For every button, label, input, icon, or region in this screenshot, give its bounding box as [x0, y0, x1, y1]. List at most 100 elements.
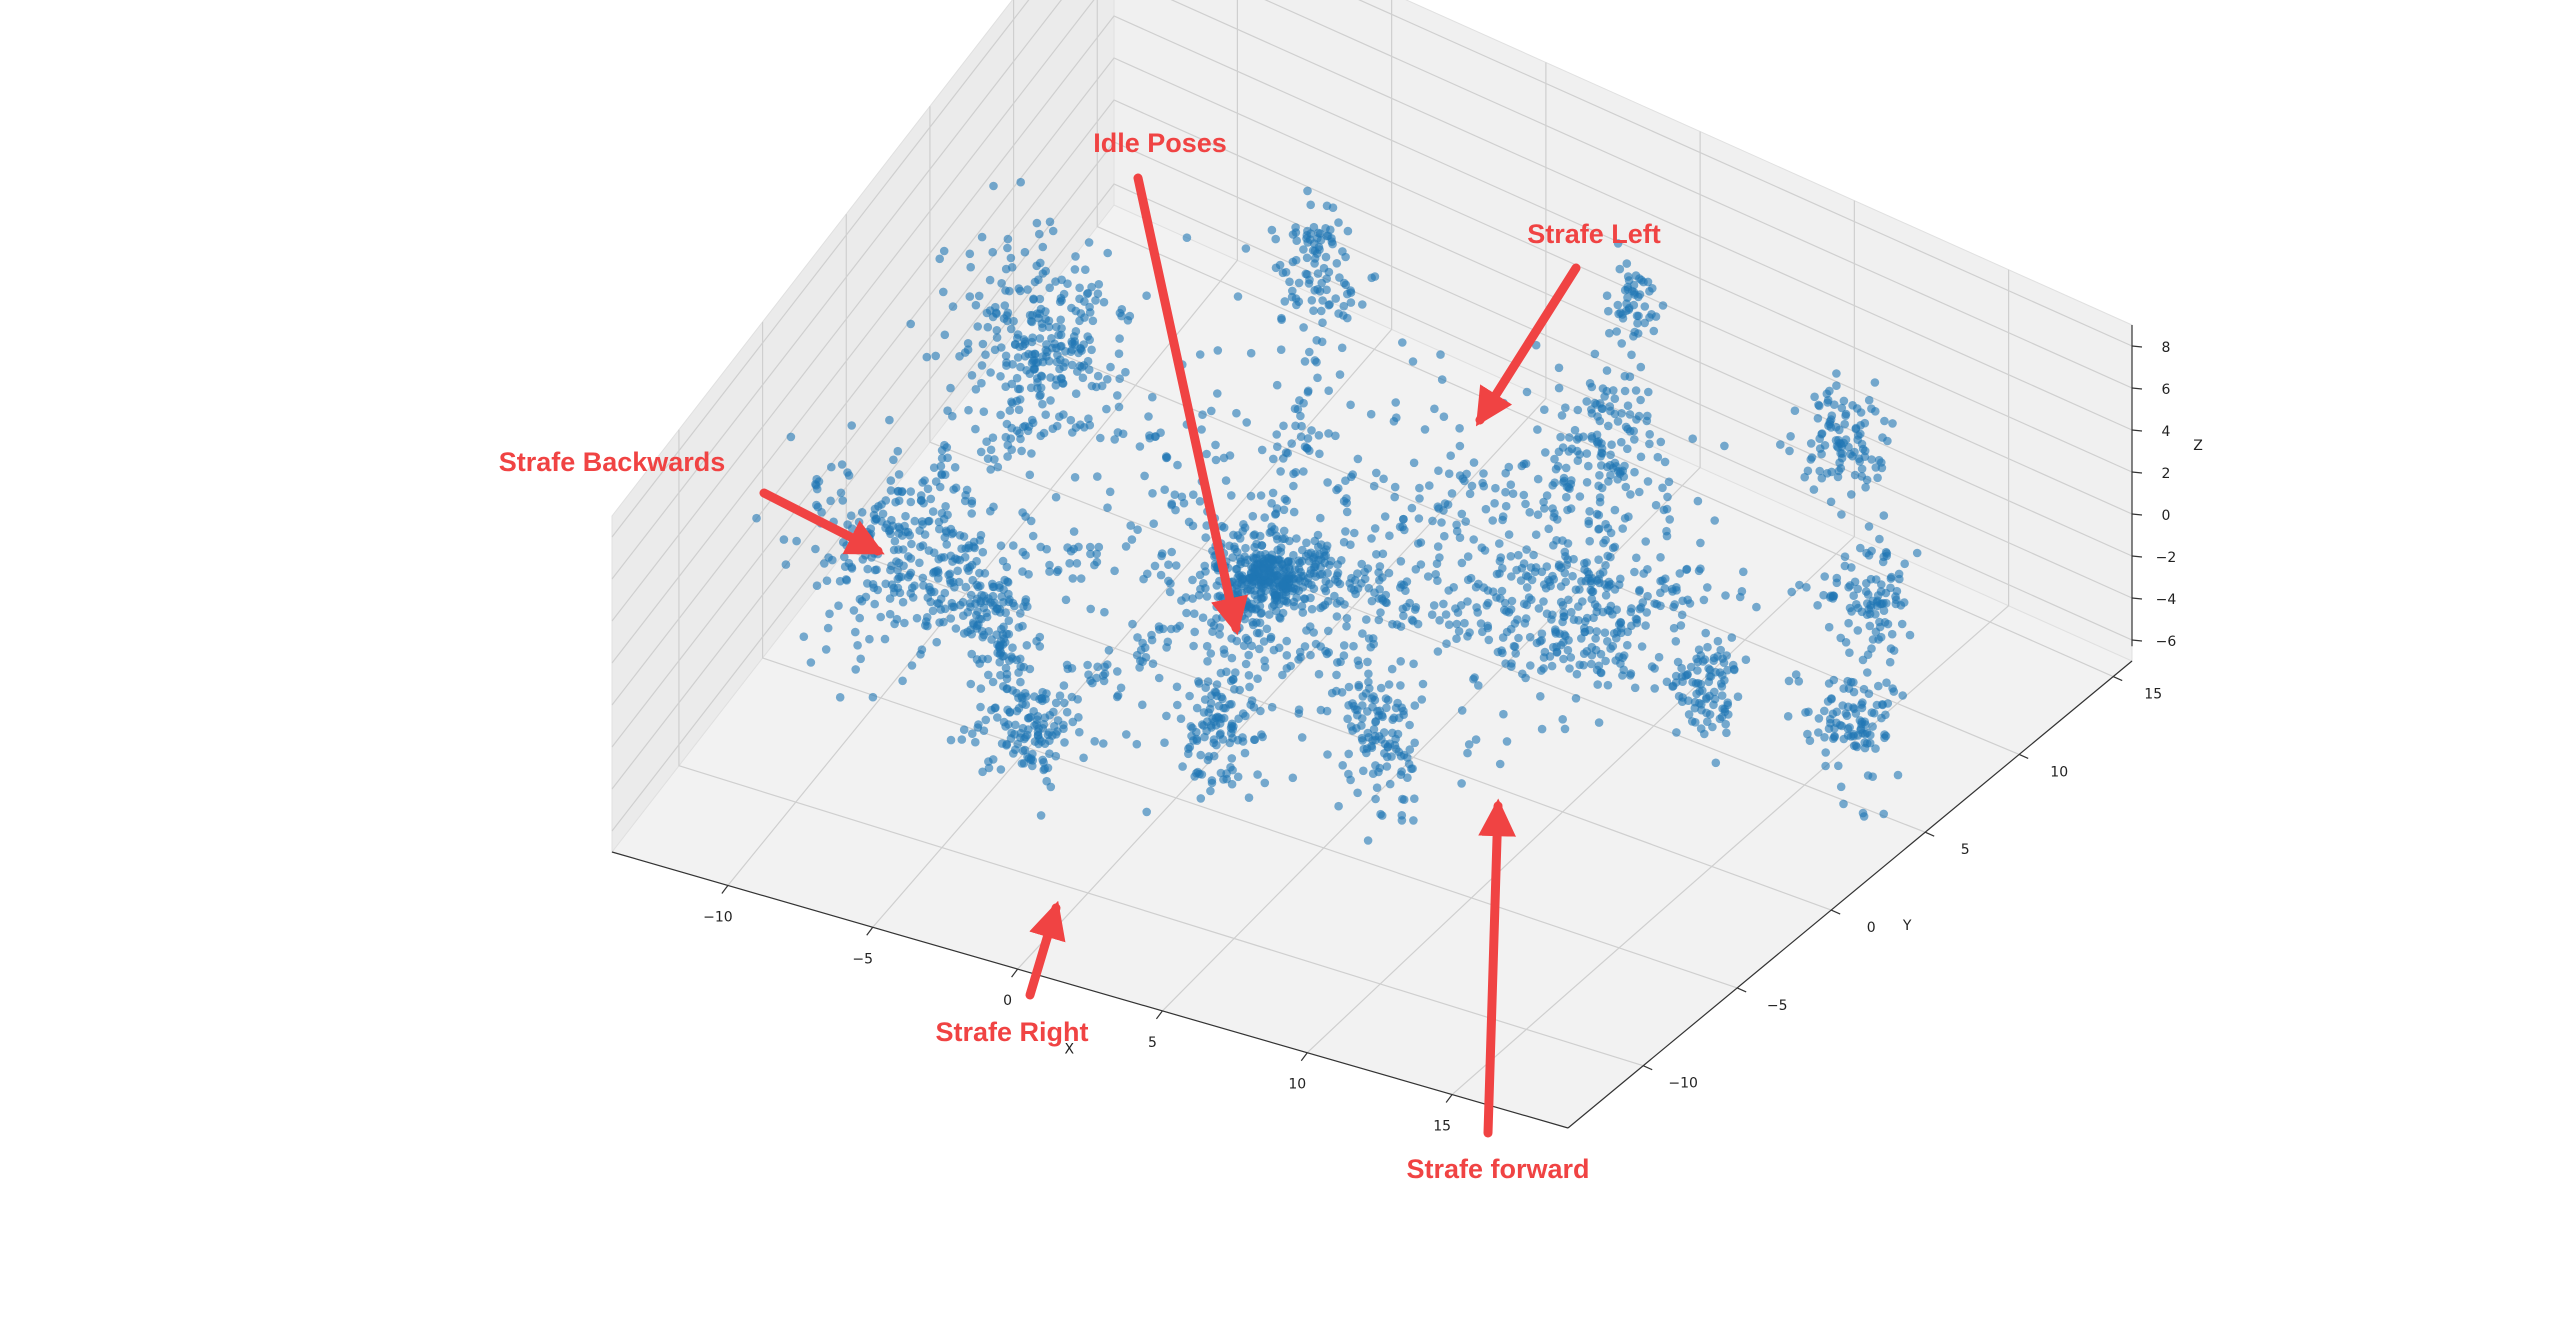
data-point [1176, 714, 1186, 723]
data-point [1051, 492, 1061, 502]
data-point [1597, 449, 1607, 458]
data-point [1526, 661, 1535, 670]
data-point [1075, 727, 1084, 737]
data-point [1820, 706, 1829, 716]
data-point [1358, 736, 1367, 745]
data-point [986, 465, 995, 474]
data-point [1465, 628, 1474, 637]
data-point [1572, 446, 1582, 456]
data-point [1691, 718, 1700, 727]
data-point [1783, 712, 1793, 721]
data-point [1507, 662, 1516, 671]
data-point [1603, 680, 1613, 690]
data-point [1212, 602, 1221, 612]
z-tick-label: 0 [2162, 508, 2171, 524]
data-point [1425, 481, 1434, 490]
data-point [1036, 258, 1045, 268]
data-point [1820, 733, 1829, 742]
data-point [1839, 684, 1848, 693]
data-point [1060, 698, 1069, 708]
data-point [1195, 570, 1205, 580]
data-point [950, 463, 960, 472]
data-point [978, 632, 987, 642]
data-point [1566, 653, 1576, 662]
data-point [1357, 559, 1366, 569]
data-point [951, 554, 960, 563]
data-point [812, 481, 821, 490]
data-point [1292, 236, 1301, 245]
z-tick-mark [2131, 471, 2143, 474]
data-point [1408, 616, 1418, 626]
data-point [906, 319, 915, 329]
data-point [1629, 280, 1639, 290]
data-point [1363, 728, 1373, 738]
data-point [1257, 541, 1267, 550]
data-point [1656, 437, 1666, 447]
data-point [1881, 547, 1891, 557]
data-point [1587, 432, 1596, 441]
data-point [1239, 603, 1248, 612]
data-point [1623, 401, 1633, 411]
data-point [1721, 719, 1730, 729]
data-point [1495, 759, 1505, 769]
data-point [1495, 539, 1504, 548]
data-point [1335, 579, 1345, 589]
data-point [1785, 446, 1794, 456]
data-point [1282, 636, 1291, 646]
data-point [1860, 738, 1869, 747]
data-point [1013, 384, 1023, 394]
data-point [946, 735, 956, 745]
data-point [1376, 809, 1385, 819]
data-point [1627, 604, 1636, 613]
data-point [939, 246, 949, 256]
data-point [1094, 280, 1104, 289]
data-point [1243, 584, 1253, 594]
data-point [1157, 549, 1167, 558]
data-point [1617, 339, 1626, 348]
data-point [1316, 513, 1325, 523]
data-point [1212, 740, 1221, 750]
data-point [1690, 703, 1700, 713]
data-point [1325, 300, 1334, 309]
data-point [1006, 324, 1016, 334]
data-point [1342, 498, 1351, 508]
data-point [1038, 399, 1047, 409]
data-point [1639, 569, 1648, 578]
data-point [1189, 641, 1198, 651]
data-point [984, 757, 993, 766]
data-point [1245, 682, 1254, 692]
data-point [1185, 691, 1194, 701]
data-point [1616, 467, 1625, 477]
data-point [1871, 744, 1880, 753]
data-point [1255, 531, 1265, 541]
x-tick-mark [1011, 968, 1019, 978]
data-point [1266, 632, 1276, 642]
data-point [1533, 474, 1543, 484]
data-point [1085, 308, 1095, 317]
data-point [1035, 294, 1045, 304]
z-grid-line [611, 15, 2133, 664]
data-point [1293, 405, 1303, 414]
data-point [1080, 313, 1089, 322]
data-point [1433, 647, 1443, 656]
data-point [1861, 483, 1870, 492]
data-point [1650, 684, 1659, 693]
data-point [1347, 573, 1356, 583]
data-point [982, 437, 991, 447]
data-point [1820, 572, 1829, 581]
data-point [1322, 274, 1331, 284]
data-point [1857, 700, 1866, 709]
data-point [1563, 505, 1572, 515]
data-point [1396, 681, 1405, 690]
data-point [1046, 373, 1055, 382]
data-point [1059, 724, 1068, 733]
data-point [1658, 483, 1667, 493]
data-point [1260, 778, 1270, 788]
data-point [1144, 412, 1153, 421]
data-point [1433, 502, 1443, 512]
data-point [898, 597, 908, 607]
data-point [1444, 620, 1454, 629]
data-point [1363, 657, 1372, 667]
data-point [1602, 291, 1612, 301]
data-point [1173, 700, 1182, 710]
